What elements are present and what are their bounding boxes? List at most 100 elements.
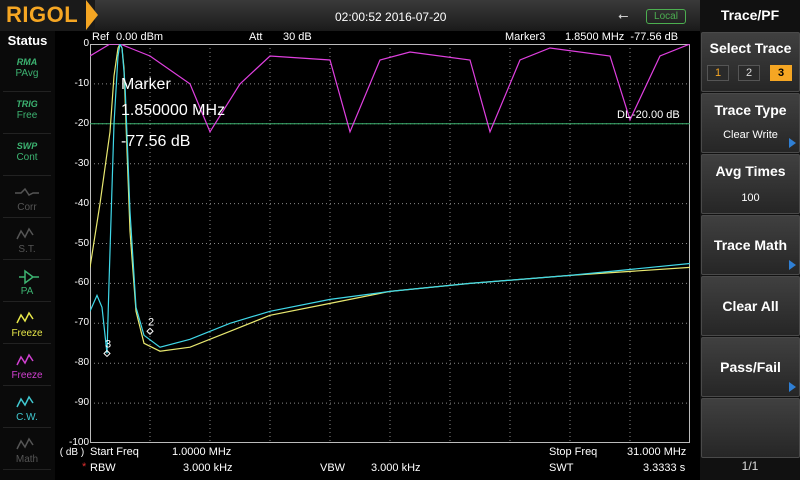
trace-math-button[interactable]: Trace Math	[701, 215, 800, 275]
trace-option-1[interactable]: 1	[707, 65, 729, 81]
status-indicator-top: RMA	[16, 57, 38, 67]
y-tick-label: -10	[74, 77, 89, 89]
rbw-label: RBW	[90, 462, 116, 474]
trace-type-label: Trace Type	[714, 102, 787, 118]
status-indicator-label: Math	[15, 454, 39, 465]
submenu-arrow-icon	[789, 260, 796, 270]
brand-text: RIGOL	[6, 2, 79, 27]
marker-3-label: 3	[105, 338, 111, 350]
marker-box-frequency: 1.850000 MHz	[121, 102, 226, 119]
empty-softkey[interactable]	[701, 398, 800, 458]
start-freq-value: 1.0000 MHz	[172, 446, 232, 458]
trace-option-2[interactable]: 2	[738, 65, 760, 81]
status-indicator-freeze: Freeze	[3, 345, 51, 386]
status-indicator-label: S.T.	[18, 244, 36, 255]
marker-3-diamond	[103, 349, 111, 358]
start-freq-label: Start Freq	[90, 446, 139, 458]
y-tick-label: 0	[83, 38, 89, 49]
y-unit-label: ( dB )	[59, 447, 85, 458]
freeze-magenta-icon	[16, 353, 34, 366]
y-tick-label: -30	[74, 157, 89, 169]
status-indicator-top: SWP	[16, 141, 38, 151]
local-status-badge[interactable]: Local	[646, 9, 686, 24]
stop-freq-value: 31.000 MHz	[627, 446, 687, 458]
pass-fail-label: Pass/Fail	[720, 359, 781, 375]
status-indicator-pa: PA	[3, 261, 51, 302]
vbw-value: 3.000 kHz	[371, 462, 421, 474]
status-indicator-cont: SWP Cont	[3, 135, 51, 176]
pass-fail-button[interactable]: Pass/Fail	[701, 337, 800, 397]
status-indicator-math: Math	[3, 429, 51, 470]
display-line-value: -20.00 dB	[632, 109, 680, 121]
swt-value: 3.3333 s	[643, 462, 686, 474]
stop-freq-label: Stop Freq	[549, 446, 598, 458]
att-label: Att	[249, 31, 263, 43]
trace-3-line	[90, 44, 690, 354]
status-indicator-free: TRIG Free	[3, 93, 51, 134]
softkey-panel: Trace/PF Select Trace 1 2 3 Trace Type C…	[700, 0, 800, 480]
status-panel: Status RMA PAvg TRIG Free SWP Cont Corr S.T. PA F…	[0, 31, 55, 480]
plot-frame	[90, 44, 690, 443]
y-tick-label: -60	[74, 277, 89, 289]
status-indicator-label: Freeze	[11, 370, 43, 381]
rigol-logo: RIGOL	[0, 0, 98, 31]
status-indicator-corr: Corr	[3, 177, 51, 218]
trace-math-label: Trace Math	[713, 237, 788, 253]
status-indicator-label: PA	[20, 286, 34, 297]
select-trace-button[interactable]: Select Trace 1 2 3	[701, 32, 800, 92]
status-indicator-label: C.W.	[16, 412, 38, 423]
att-value: 30 dB	[283, 31, 312, 43]
submenu-arrow-icon	[789, 382, 796, 392]
clear-all-button[interactable]: Clear All	[701, 276, 800, 336]
math-icon	[16, 437, 34, 450]
menu-title: Trace/PF	[720, 7, 780, 23]
status-indicator-top: TRIG	[16, 99, 38, 109]
ref-value: 0.00 dBm	[116, 31, 164, 43]
y-tick-label: -40	[74, 197, 89, 209]
status-indicator-pavg: RMA PAvg	[3, 51, 51, 92]
status-indicator-label: Free	[16, 110, 38, 121]
marker-2-diamond	[146, 327, 154, 335]
y-tick-label: -50	[74, 237, 89, 249]
marker-2-label: 2	[148, 316, 154, 328]
marker-readout-value: 1.8500 MHz -77.56 dB	[565, 31, 679, 43]
select-trace-label: Select Trace	[709, 40, 792, 56]
swt-label: SWT	[549, 462, 574, 474]
y-tick-label: -90	[74, 397, 89, 409]
vbw-label: VBW	[320, 462, 346, 474]
submenu-arrow-icon	[789, 138, 796, 148]
spectrum-plot[interactable]: 23	[90, 44, 690, 443]
trace-type-value: Clear Write	[723, 129, 778, 141]
y-tick-label: -80	[74, 357, 89, 369]
datetime-text: 02:00:52 2016-07-20	[335, 10, 447, 24]
display-line-label: DL	[617, 109, 632, 121]
status-indicator-label: PAvg	[15, 68, 39, 79]
status-indicator-label: Freeze	[11, 328, 43, 339]
avg-times-value: 100	[741, 192, 760, 204]
trace-option-3-selected[interactable]: 3	[770, 65, 792, 81]
status-indicator-freeze: Freeze	[3, 303, 51, 344]
ref-label: Ref	[92, 31, 110, 43]
marker-box-level: -77.56 dB	[121, 133, 191, 150]
status-title: Status	[7, 33, 48, 48]
avg-times-button[interactable]: Avg Times 100	[701, 154, 800, 214]
y-tick-label: -100	[68, 437, 89, 448]
page-indicator: 1/1	[741, 459, 759, 473]
status-indicator-cw: C.W.	[3, 387, 51, 428]
preamp-icon	[19, 269, 39, 285]
rbw-manual-asterisk-icon: *	[82, 461, 87, 473]
y-tick-label: -20	[74, 117, 89, 129]
avg-times-label: Avg Times	[715, 163, 786, 179]
source-tracking-icon	[16, 227, 34, 240]
usb-icon: ⭠	[618, 8, 629, 23]
marker-box-title: Marker	[121, 76, 171, 93]
status-indicator-label: Cont	[16, 152, 38, 163]
status-indicator-label: Corr	[17, 202, 37, 213]
clear-write-icon	[16, 395, 34, 408]
clear-all-label: Clear All	[722, 298, 779, 314]
correction-icon	[15, 187, 39, 196]
trace-1-line	[90, 44, 690, 352]
status-indicator-st: S.T.	[3, 219, 51, 260]
trace-type-button[interactable]: Trace Type Clear Write	[701, 93, 800, 153]
trace-2-line	[90, 44, 690, 134]
